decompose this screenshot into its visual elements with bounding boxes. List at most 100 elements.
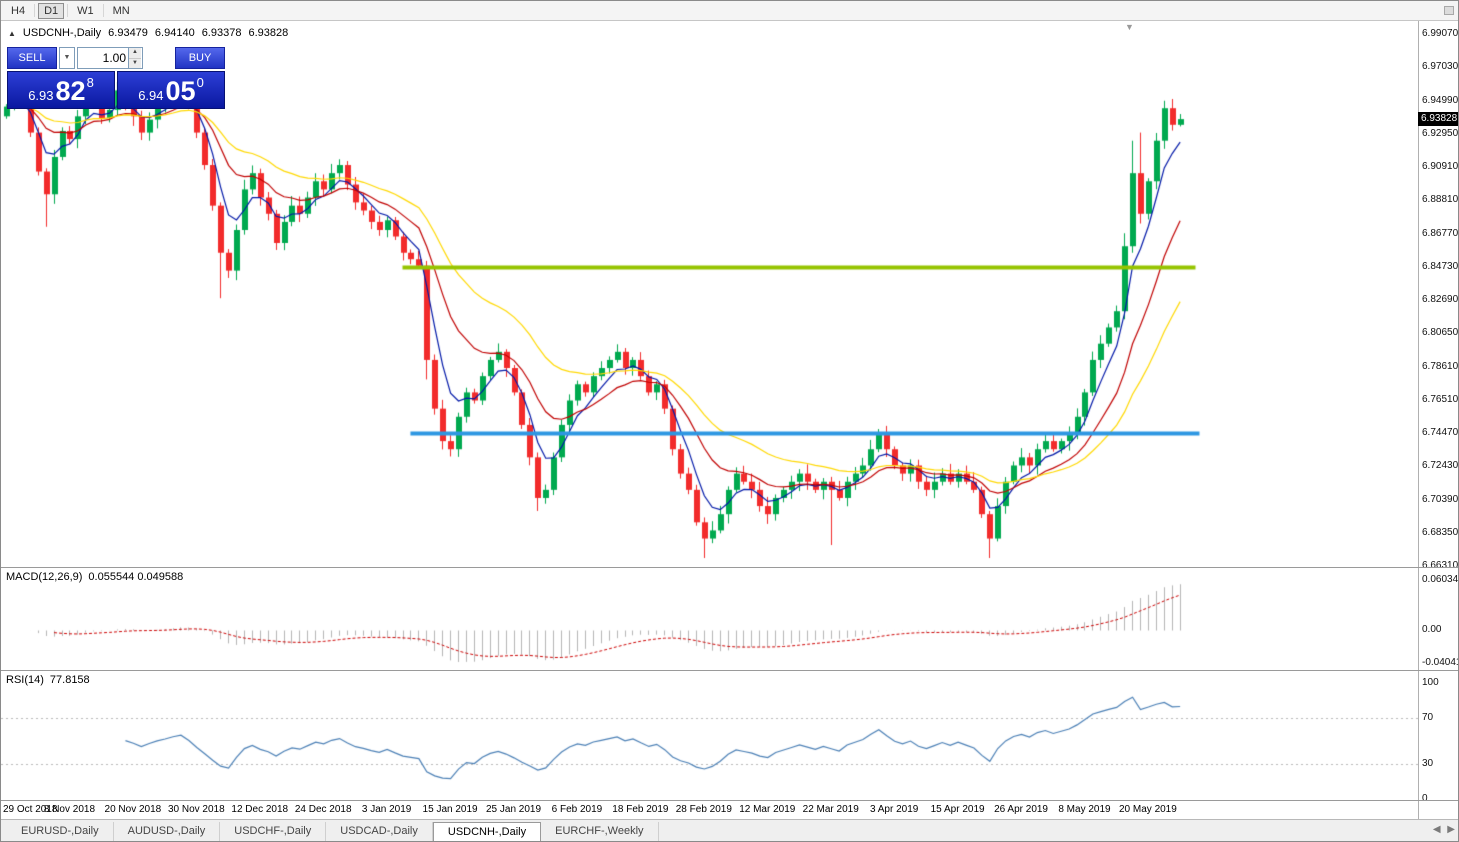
- buy-price-prefix: 6.94: [138, 88, 164, 103]
- chart-ohlc-header: ▲ USDCNH-,Daily 6.93479 6.94140 6.93378 6.938…: [8, 27, 295, 39]
- macd-tick-label: 0.060342: [1422, 574, 1459, 585]
- macd-panel: MACD(12,26,9)0.055544 0.049588 0.0603420…: [1, 567, 1459, 670]
- volume-input[interactable]: [78, 48, 128, 68]
- toolbar-separator: [67, 4, 69, 17]
- macd-values: 0.055544 0.049588: [88, 571, 184, 583]
- date-label: 15 Jan 2019: [422, 804, 478, 815]
- toolbar-grip-icon[interactable]: [1444, 6, 1454, 15]
- rsi-value: 77.8158: [49, 674, 90, 686]
- sell-price-button[interactable]: 6.93 82 8: [7, 71, 115, 109]
- chart-tabs: EURUSD-,Daily AUDUSD-,Daily USDCHF-,Daily U…: [7, 822, 659, 841]
- macd-tick-label: -0.040415: [1422, 657, 1458, 669]
- rsi-tick-label: 100: [1422, 677, 1439, 688]
- sell-price-sup: 8: [86, 75, 94, 90]
- sell-price-big: 82: [55, 76, 86, 106]
- tab-usdcnh-daily[interactable]: USDCNH-,Daily: [432, 822, 542, 841]
- rsi-scale[interactable]: 100 70 30 0: [1418, 671, 1458, 804]
- date-label: 3 Apr 2019: [869, 804, 919, 815]
- chart-shift-marker-icon[interactable]: ▼: [1125, 22, 1134, 32]
- tab-audusd-daily[interactable]: AUDUSD-,Daily: [114, 822, 221, 841]
- sell-price-prefix: 6.93: [28, 88, 54, 103]
- price-scale[interactable]: 6.93828 6.99070 6.97030 6.94990 6.92950 6.90…: [1418, 21, 1459, 571]
- price-chart-panel: ▼ ▲ USDCNH-,Daily 6.93479 6.94140 6.93378 6.9…: [1, 21, 1459, 571]
- volume-spinner: ▲ ▼: [128, 48, 141, 68]
- date-label: 26 Apr 2019: [994, 804, 1048, 815]
- price-tick-label: 6.80650: [1422, 327, 1459, 339]
- timeframe-buttons: H4 D1 W1 MN: [4, 2, 137, 19]
- buy-price-sup: 0: [196, 75, 204, 90]
- rsi-tick-label: 70: [1422, 711, 1434, 723]
- date-label: 30 Nov 2018: [167, 804, 225, 815]
- price-chart-canvas[interactable]: [1, 21, 1418, 567]
- tab-usdcad-daily[interactable]: USDCAD-,Daily: [326, 822, 433, 841]
- date-axis-labels: 29 Oct 2018 8 Nov 2018 20 Nov 2018 30 Nov 2…: [1, 801, 1418, 819]
- buy-button[interactable]: BUY: [175, 47, 225, 69]
- volume-up-icon[interactable]: ▲: [129, 48, 141, 59]
- date-axis-corner: [1418, 801, 1458, 819]
- price-tick-label: 6.82690: [1422, 294, 1459, 305]
- date-label: 28 Feb 2019: [675, 804, 732, 815]
- date-label: 3 Jan 2019: [361, 804, 412, 815]
- rsi-canvas[interactable]: [1, 671, 1418, 800]
- price-tick-label: 6.70390: [1422, 493, 1459, 505]
- rsi-tick-label: 30: [1422, 758, 1434, 770]
- price-tick-label: 6.88810: [1422, 194, 1459, 206]
- price-tick-label: 6.76510: [1422, 393, 1459, 405]
- date-label: 15 Apr 2019: [930, 804, 985, 815]
- tab-usdchf-daily[interactable]: USDCHF-,Daily: [220, 822, 327, 841]
- timeframe-button-mn[interactable]: MN: [112, 4, 130, 17]
- timeframe-toolbar: H4 D1 W1 MN: [1, 1, 1458, 21]
- date-label: 20 Nov 2018: [104, 804, 162, 815]
- macd-canvas[interactable]: [1, 568, 1418, 670]
- rsi-label: RSI(14): [6, 674, 44, 686]
- price-tick-label: 6.78610: [1422, 360, 1459, 372]
- ohlc-close: 6.93828: [248, 27, 289, 39]
- price-tick-label: 6.74470: [1422, 427, 1459, 438]
- toolbar-separator: [102, 4, 104, 17]
- date-axis[interactable]: 29 Oct 2018 8 Nov 2018 20 Nov 2018 30 Nov 2…: [1, 800, 1458, 819]
- tab-eurusd-daily[interactable]: EURUSD-,Daily: [7, 822, 114, 841]
- rsi-label-row: RSI(14) 77.8158: [6, 674, 96, 686]
- date-label: 22 Mar 2019: [802, 804, 859, 815]
- price-tick-label: 6.68350: [1422, 526, 1459, 538]
- tab-scroll-left-icon[interactable]: ◀: [1432, 824, 1441, 835]
- price-tick-label: 6.94990: [1422, 94, 1459, 106]
- chart-tab-bar: EURUSD-,Daily AUDUSD-,Daily USDCHF-,Daily U…: [1, 819, 1458, 841]
- tab-scroll-arrows: ◀ ▶: [1429, 824, 1455, 835]
- macd-label-row: MACD(12,26,9) 0.055544 0.049588: [6, 571, 189, 583]
- macd-tick-label: 0.00: [1422, 624, 1442, 635]
- tab-scroll-right-icon[interactable]: ▶: [1447, 824, 1455, 835]
- date-label: 20 May 2019: [1118, 804, 1177, 815]
- volume-down-icon[interactable]: ▼: [129, 58, 141, 68]
- macd-label: MACD(12,26,9): [6, 571, 83, 583]
- sell-button[interactable]: SELL: [7, 47, 57, 69]
- price-tick-label: 6.97030: [1422, 61, 1459, 73]
- tab-eurchf-weekly[interactable]: EURCHF-,Weekly: [541, 822, 659, 841]
- price-tick-label: 6.66310: [1422, 560, 1459, 571]
- rsi-panel: RSI(14) 77.8158 100 70 30 0: [1, 670, 1458, 804]
- chart-symbol-label: USDCNH-,Daily: [22, 27, 102, 39]
- date-label: 18 Feb 2019: [612, 804, 669, 815]
- timeframe-button-w1[interactable]: W1: [77, 4, 94, 17]
- ohlc-high: 6.94140: [154, 27, 195, 39]
- rsi-tick-label: 0: [1422, 793, 1428, 804]
- price-tick-label: 6.84730: [1422, 260, 1459, 272]
- date-label: 25 Jan 2019: [485, 804, 542, 815]
- timeframe-button-h4[interactable]: H4: [11, 4, 26, 17]
- volume-dropdown-icon[interactable]: ▼: [59, 47, 75, 69]
- date-label: 29 Oct 2018: [3, 804, 58, 815]
- price-tick-label: 6.92950: [1422, 127, 1459, 139]
- price-tick-label: 6.99070: [1422, 28, 1459, 39]
- price-tick-label: 6.72430: [1422, 460, 1459, 472]
- date-label: 24 Dec 2018: [294, 804, 352, 815]
- macd-scale[interactable]: 0.060342 0.00 -0.040415: [1418, 568, 1459, 670]
- buy-price-button[interactable]: 6.94 05 0: [117, 71, 225, 109]
- current-price-tag: 6.93828: [1418, 112, 1458, 126]
- toolbar-separator: [34, 4, 36, 17]
- volume-box: ▲ ▼: [77, 47, 143, 69]
- one-click-collapse-icon[interactable]: ▲: [8, 29, 16, 38]
- date-label: 12 Mar 2019: [739, 804, 796, 815]
- timeframe-button-d1[interactable]: D1: [38, 2, 65, 19]
